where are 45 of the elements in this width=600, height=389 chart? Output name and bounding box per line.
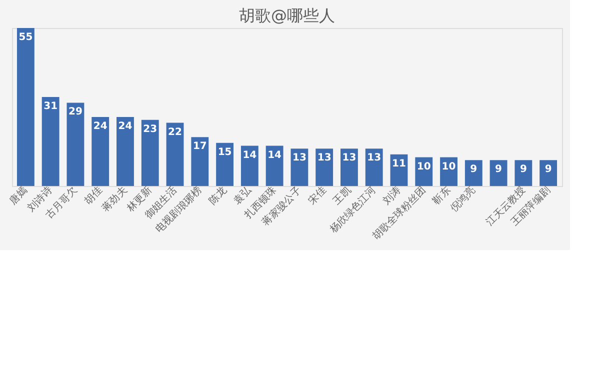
bar xyxy=(66,102,84,186)
data-label: 9 xyxy=(495,164,502,176)
bar xyxy=(191,137,209,186)
data-label: 24 xyxy=(93,121,108,132)
bar xyxy=(290,148,308,186)
data-label: 10 xyxy=(442,161,456,172)
data-label: 10 xyxy=(416,161,431,172)
data-label: 14 xyxy=(268,150,282,161)
data-label: 15 xyxy=(218,146,232,158)
bar xyxy=(365,148,383,186)
chart-title: 胡歌@哪些人 xyxy=(239,6,335,25)
data-label: 31 xyxy=(44,100,58,112)
bar xyxy=(92,117,110,186)
bar xyxy=(540,160,558,186)
x-tick-label: 宋佳 xyxy=(306,184,329,207)
bar xyxy=(141,120,159,186)
data-label: 9 xyxy=(520,164,527,176)
bar xyxy=(464,160,482,186)
bar xyxy=(216,142,234,186)
x-tick-label: 王凯 xyxy=(330,184,354,207)
bar xyxy=(116,117,134,186)
data-label: 11 xyxy=(392,158,406,170)
bar xyxy=(340,148,358,186)
data-label: 13 xyxy=(317,152,332,164)
bar xyxy=(166,122,184,186)
data-label: 13 xyxy=(292,152,306,164)
data-label: 13 xyxy=(367,152,382,164)
bar xyxy=(16,28,34,186)
bar xyxy=(514,160,532,186)
bar xyxy=(240,146,258,186)
data-label: 14 xyxy=(242,150,257,161)
x-tick-label: 陈龙 xyxy=(206,184,230,207)
data-label: 17 xyxy=(192,141,207,152)
bar xyxy=(490,160,508,186)
data-label: 55 xyxy=(18,32,33,43)
data-label: 23 xyxy=(143,124,158,135)
bar xyxy=(316,148,334,186)
bar xyxy=(266,146,284,186)
data-label: 24 xyxy=(118,121,132,132)
data-label: 9 xyxy=(544,164,552,176)
data-label: 29 xyxy=(68,106,82,118)
bar xyxy=(42,96,60,186)
data-label: 9 xyxy=(470,164,478,176)
data-label: 13 xyxy=(342,152,356,164)
data-label: 22 xyxy=(168,126,182,138)
